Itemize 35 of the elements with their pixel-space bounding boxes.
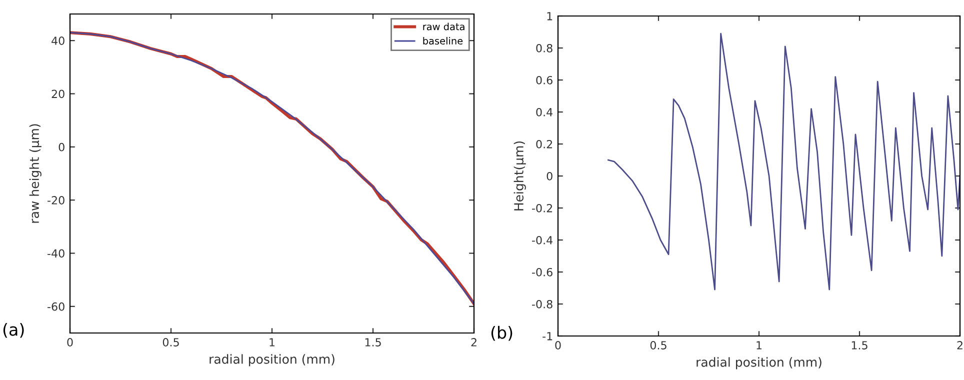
legend-label: baseline: [423, 37, 463, 45]
y-tick-label: -0.6: [532, 268, 552, 276]
x-axis-title: radial position (mm): [696, 357, 822, 370]
x-tick-label: 1: [270, 338, 275, 346]
y-tick-label: -0.4: [532, 236, 553, 244]
y-tick-label: 0.2: [536, 140, 552, 148]
x-tick-label: 0: [67, 338, 73, 346]
x-tick-label: 2: [471, 338, 476, 346]
x-tick-label: 1: [756, 341, 762, 350]
y-tick-label: 0: [546, 172, 552, 180]
y-tick-label: 0.8: [536, 44, 552, 52]
y-tick-label: 0.4: [536, 108, 553, 116]
y-tick-label: -0.2: [532, 204, 552, 212]
y-tick-label: 40: [52, 36, 64, 45]
y-axis-title: Height(μm): [514, 141, 526, 210]
y-tick-label: 0: [58, 142, 64, 152]
x-tick-label: 0.5: [162, 338, 179, 346]
x-tick-label: 0: [555, 341, 561, 350]
y-tick-label: 1: [547, 12, 552, 20]
x-tick-label: 2: [957, 341, 962, 350]
legend-label: raw data: [423, 22, 464, 30]
x-tick-label: 1.5: [852, 341, 868, 350]
x-tick-label: 1.5: [365, 338, 381, 346]
y-tick-label: -60: [48, 302, 64, 311]
x-tick-label: 0.5: [650, 341, 666, 350]
y-tick-label: -0.8: [532, 300, 552, 308]
y-axis-title: raw height (μm): [29, 124, 42, 223]
y-tick-label: -20: [48, 196, 64, 204]
y-tick-label: -40: [48, 249, 64, 258]
y-tick-label: -1: [542, 332, 552, 340]
text: (a): [3, 322, 24, 338]
text: (b): [491, 326, 512, 341]
x-axis-title: radial position (mm): [210, 354, 334, 366]
y-tick-label: 20: [52, 90, 64, 98]
y-tick-label: 0.6: [536, 76, 552, 84]
